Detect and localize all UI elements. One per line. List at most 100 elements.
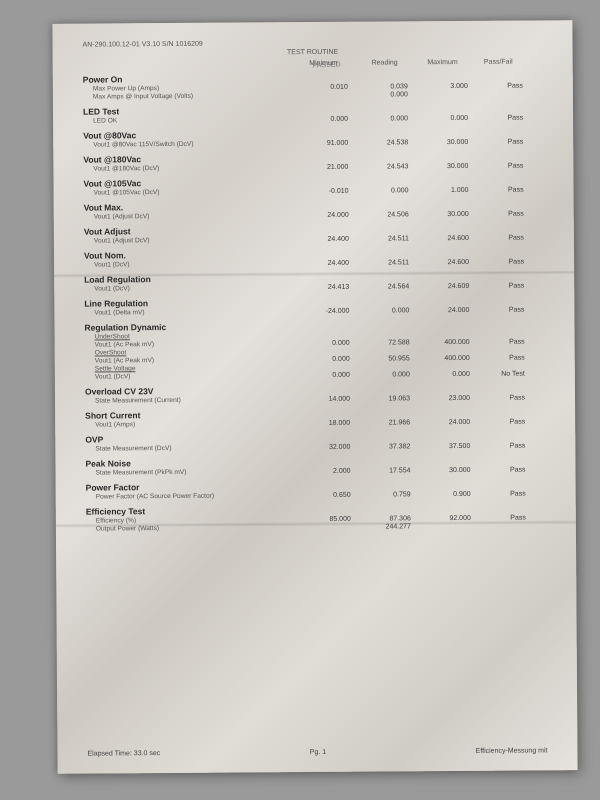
test-row-label: LED OK <box>83 116 288 124</box>
value-min: -24.000 <box>289 308 349 315</box>
test-row-label: Vout1 @180Vac (DcV) <box>83 164 288 172</box>
value-min: -0.010 <box>289 188 349 195</box>
test-row-label: State Measurement (DcV) <box>85 444 290 452</box>
value-read: 0.000 <box>349 187 409 194</box>
value-max <box>410 347 470 354</box>
value-min: 0.000 <box>288 116 348 123</box>
value-read <box>350 363 410 370</box>
value-read: 21.966 <box>350 419 410 426</box>
test-row-label: Vout1 (Ac Peak mV) <box>85 340 290 348</box>
test-group-title: Overload CV 23V <box>85 385 280 396</box>
test-group-title: Line Regulation <box>84 297 279 308</box>
value-max: 0.000 <box>408 115 468 122</box>
test-group-title: OVP <box>85 433 280 444</box>
value-read: 24.564 <box>349 283 409 290</box>
value-passfail: Pass <box>470 443 525 450</box>
value-min: 24.000 <box>289 212 349 219</box>
value-min: 0.000 <box>290 372 350 379</box>
value-passfail: Pass <box>469 283 524 290</box>
test-row-label: Vout1 (Adjust DcV) <box>84 236 289 244</box>
value-passfail: No Test <box>470 371 525 378</box>
value-min: 0.010 <box>288 84 348 91</box>
value-passfail: Pass <box>468 115 523 122</box>
value-read: 0.000 <box>350 371 410 378</box>
value-max: 400.000 <box>410 339 470 346</box>
value-max: 1.000 <box>409 187 469 194</box>
test-group-title: Peak Noise <box>85 457 280 468</box>
value-max <box>408 91 468 98</box>
value-min: 91.000 <box>288 140 348 147</box>
value-passfail <box>470 347 525 354</box>
value-max: 24.000 <box>409 307 469 314</box>
test-row-label: Vout1 @105Vac (DcV) <box>84 188 289 196</box>
value-min: 0.000 <box>290 340 350 347</box>
value-passfail: Pass <box>470 419 525 426</box>
value-passfail: Pass <box>469 211 524 218</box>
test-row-label: Vout1 (DcV) <box>84 260 289 268</box>
test-row-label: Vout1 (Amps) <box>85 420 290 428</box>
value-read: 24.543 <box>348 163 408 170</box>
test-row-label: Max Amps @ Input Voltage (Volts) <box>83 92 288 100</box>
value-read: 0.000 <box>348 115 408 122</box>
value-read: 24.506 <box>349 211 409 218</box>
value-max <box>410 363 470 370</box>
elapsed-time: Elapsed Time: 33.0 sec <box>87 750 160 758</box>
test-group-title: Power On <box>83 73 278 84</box>
test-group-title: Short Current <box>85 409 280 420</box>
value-passfail: Pass <box>468 139 523 146</box>
value-max: 37.500 <box>410 443 470 450</box>
value-passfail: Pass <box>470 355 525 362</box>
value-max: 30.000 <box>408 139 468 146</box>
test-group-title: Vout Max. <box>84 201 279 212</box>
value-max: 24.609 <box>409 283 469 290</box>
test-group-title: LED Test <box>83 105 278 116</box>
value-min: 2.000 <box>290 468 350 475</box>
col-pf: Pass/Fail <box>458 59 513 66</box>
test-group-title: Vout Nom. <box>84 249 279 260</box>
value-passfail: Pass <box>469 235 524 242</box>
value-min <box>288 92 348 99</box>
page-number: Pg. 1 <box>310 749 326 756</box>
value-read: 19.063 <box>350 395 410 402</box>
value-passfail: Pass <box>468 163 523 170</box>
value-min <box>290 348 350 355</box>
value-passfail <box>468 91 523 98</box>
value-read: 0.759 <box>351 491 411 498</box>
value-max: 24.600 <box>409 259 469 266</box>
value-max: 0.000 <box>410 371 470 378</box>
value-min: 14.000 <box>290 396 350 403</box>
value-min: 0.000 <box>290 356 350 363</box>
report-title: TEST ROUTINE <box>83 47 543 57</box>
value-min: 24.413 <box>289 284 349 291</box>
test-group-title: Efficiency Test <box>86 505 281 516</box>
page-footer: Elapsed Time: 33.0 sec Pg. 1 Efficiency-… <box>87 747 547 757</box>
value-passfail <box>470 331 525 338</box>
value-passfail <box>470 363 525 370</box>
value-passfail: Pass <box>468 83 523 90</box>
value-min: 24.400 <box>289 236 349 243</box>
value-read: 24.511 <box>349 235 409 242</box>
test-rows-container: Power OnMax Power Up (Amps)0.0100.0393.0… <box>83 71 546 532</box>
value-max: 400.000 <box>410 355 470 362</box>
value-max <box>410 331 470 338</box>
test-row-label: Max Power Up (Amps) <box>83 84 288 92</box>
value-min <box>290 364 350 371</box>
test-group-title: Vout @80Vac <box>83 129 278 140</box>
value-read: 50.955 <box>350 355 410 362</box>
value-min: 18.000 <box>290 420 350 427</box>
test-row-label: Settle Voltage <box>85 364 290 372</box>
value-read <box>350 347 410 354</box>
value-max: 3.000 <box>408 83 468 90</box>
value-max: 0.900 <box>411 491 471 498</box>
value-passfail: Pass <box>470 395 525 402</box>
test-report-paper: AN-290.100.12-01 V3.10 S/N 1016209 TEST … <box>52 20 577 774</box>
value-max: 24.000 <box>410 419 470 426</box>
value-read: 24.538 <box>348 139 408 146</box>
test-row-label: Vout1 (Ac Peak mV) <box>85 356 290 364</box>
footer-right: Efficiency-Messung mit <box>476 747 548 755</box>
value-max: 23.000 <box>410 395 470 402</box>
value-read: 17.554 <box>350 467 410 474</box>
passed-stamp: PASSED <box>313 61 341 69</box>
test-row-label: Power Factor (AC Source Power Factor) <box>86 492 291 500</box>
value-max: 30.000 <box>409 211 469 218</box>
